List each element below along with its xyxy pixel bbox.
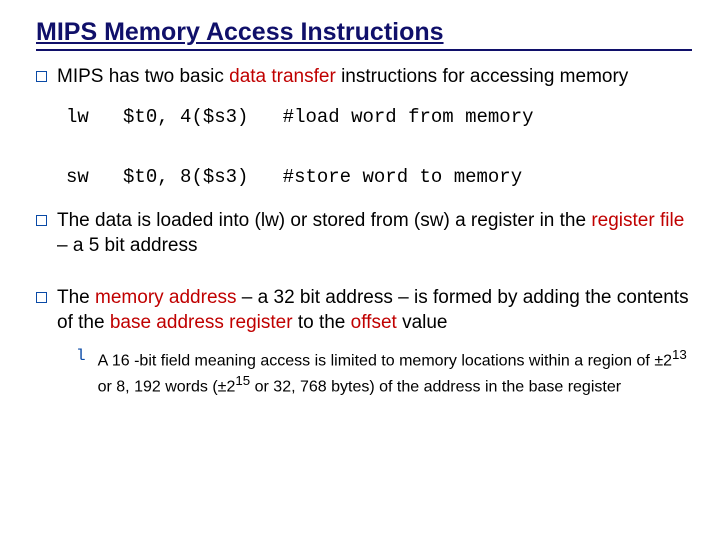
b3-h3: offset — [351, 312, 397, 333]
bullet-1-text: MIPS has two basic data transfer instruc… — [57, 65, 692, 90]
bullet-1-post: instructions for accessing memory — [336, 66, 629, 87]
code-args-2: $t0, 8($s3) — [123, 166, 248, 188]
bullet-3-text: The memory address – a 32 bit address – … — [57, 286, 692, 335]
sub-p3: or 32, 768 bytes) of the address in the … — [250, 378, 621, 395]
bullet-1: MIPS has two basic data transfer instruc… — [36, 65, 692, 90]
bullet-2-highlight: register file — [591, 210, 684, 231]
b3-p3: to the — [293, 312, 351, 333]
code-args-1: $t0, 4($s3) — [123, 106, 248, 128]
b3-h2: base address register — [110, 312, 293, 333]
bullet-2: The data is loaded into (lw) or stored f… — [36, 209, 692, 258]
square-bullet-icon — [36, 215, 47, 226]
code-comment-1: #load word from memory — [283, 106, 534, 128]
code-block: lw $t0, 4($s3) #load word from memory sw… — [66, 102, 692, 193]
b3-h1: memory address — [95, 287, 237, 308]
square-bullet-icon — [36, 71, 47, 82]
slide-title: MIPS Memory Access Instructions — [36, 18, 692, 51]
sub-bullet-marker: l — [76, 346, 86, 398]
b3-p1: The — [57, 287, 95, 308]
sub-p2: or 8, 192 words (±2 — [98, 378, 236, 395]
sub-bullet-text: A 16 -bit field meaning access is limite… — [98, 346, 692, 398]
spacer — [36, 268, 692, 286]
code-inst-1: lw — [66, 106, 89, 128]
bullet-2-text: The data is loaded into (lw) or stored f… — [57, 209, 692, 258]
bullet-3: The memory address – a 32 bit address – … — [36, 286, 692, 335]
bullet-2-pre: The data is loaded into (lw) or stored f… — [57, 210, 591, 231]
code-inst-2: sw — [66, 166, 89, 188]
sub-sup2: 15 — [235, 373, 250, 388]
sub-p1: A 16 -bit field meaning access is limite… — [98, 352, 672, 369]
square-bullet-icon — [36, 292, 47, 303]
bullet-2-post: – a 5 bit address — [57, 235, 197, 256]
b3-p4: value — [397, 312, 448, 333]
bullet-1-highlight: data transfer — [229, 66, 336, 87]
code-comment-2: #store word to memory — [283, 166, 522, 188]
sub-bullet: l A 16 -bit field meaning access is limi… — [76, 346, 692, 398]
sub-sup1: 13 — [672, 347, 687, 362]
bullet-1-pre: MIPS has two basic — [57, 66, 229, 87]
